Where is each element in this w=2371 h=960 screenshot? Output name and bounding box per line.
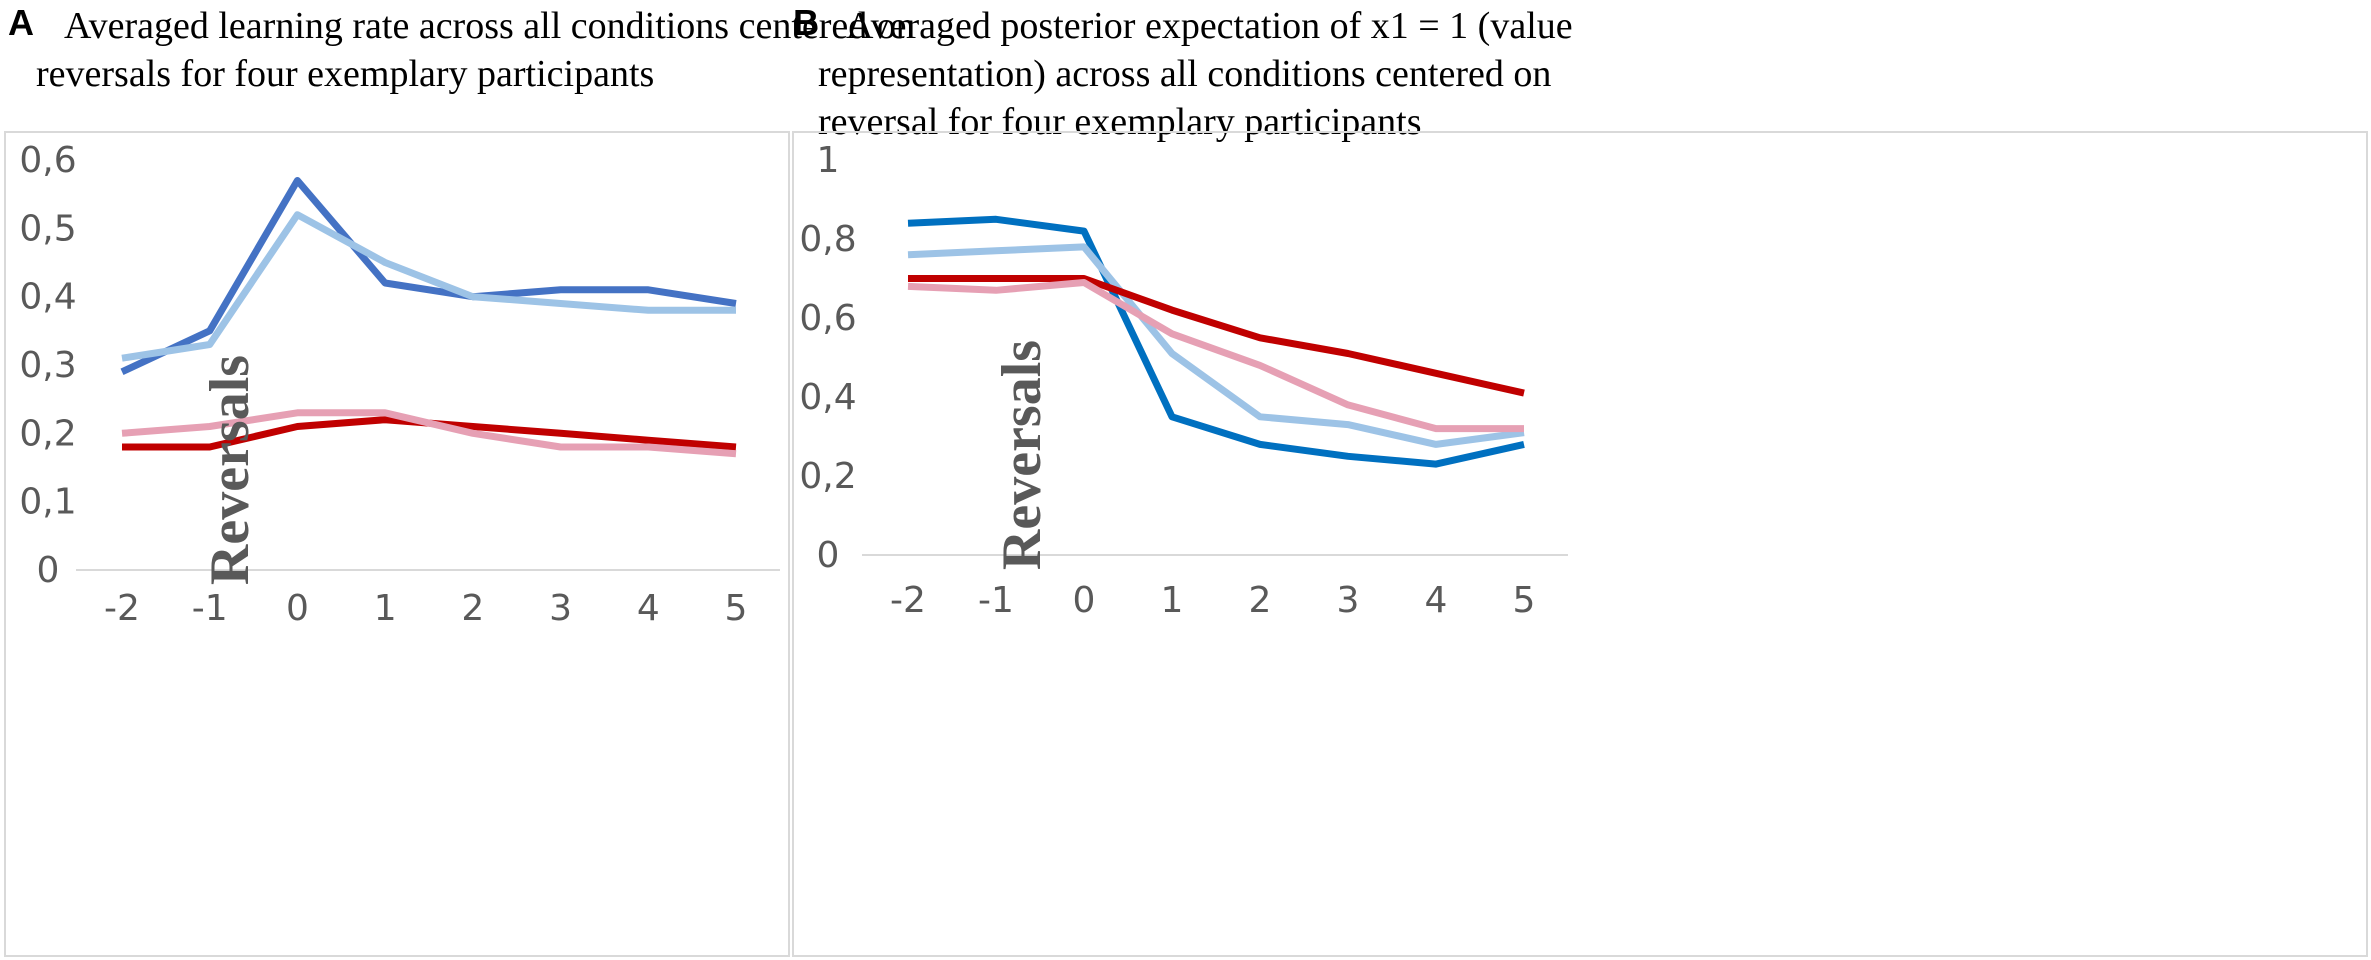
panel-b-title-line-1: Averaged posterior expectation of x1 = 1… [846,5,1573,47]
chart-b-x-tick-label: 0 [1073,580,1096,621]
chart-a-series-line-participant-4 [121,409,737,458]
chart-b-x-tick-label: -2 [890,580,926,621]
chart-b-x-tick-label: 2 [1249,580,1272,621]
panel-a-title: Averaged learning rate across all condit… [36,2,915,98]
panel-b-title: Averaged posterior expectation of x1 = 1… [818,2,1573,146]
chart-b-y-tick-label: 0 [817,535,840,576]
chart-a-series-line-participant-2 [121,211,736,362]
chart-a-x-tick-label: 1 [374,588,397,629]
chart-a-x-tick-label: 5 [725,588,748,629]
chart-a-y-tick-label: 0,5 [19,208,76,249]
chart-b-series-line-participant-1 [907,215,1525,468]
chart-b-x-tick-label: 4 [1425,580,1448,621]
chart-b-y-tick-label: 0,4 [799,377,856,418]
chart-a-y-tick-label: 0,3 [19,345,76,386]
chart-a-x-tick-label: -2 [104,588,140,629]
chart-a-x-tick-label: 3 [549,588,572,629]
chart-a-y-tick-label: 0,4 [19,277,76,318]
chart-b-frame [792,131,2368,957]
chart-a-reversals-annotation: Reversals [199,355,261,585]
chart-b-series-line-participant-4 [907,279,1524,433]
chart-a-x-tick-label: -1 [192,588,228,629]
chart-b-y-tick-label: 0,6 [799,298,856,339]
panel-a-title-line-2: reversals for four exemplary participant… [36,53,655,95]
chart-a-series-line-participant-1 [120,177,737,375]
chart-a-y-tick-label: 0,6 [19,140,76,181]
chart-a-frame [4,131,790,957]
chart-b-x-tick-label: -1 [978,580,1014,621]
chart-a-x-tick-label: 0 [286,588,309,629]
chart-b-series-line-participant-2 [907,243,1525,448]
chart-a-y-tick-label: 0 [37,550,60,591]
chart-a-y-tick-label: 0,1 [19,482,76,523]
chart-b-y-tick-label: 0,2 [799,456,856,497]
chart-b-x-tick-label: 3 [1337,580,1360,621]
chart-b-series-line-participant-3 [908,275,1525,397]
chart-a-x-tick-label: 2 [461,588,484,629]
chart-b-y-tick-label: 0,8 [799,219,856,260]
chart-b-x-tick-label: 5 [1513,580,1536,621]
chart-b-x-tick-label: 1 [1161,580,1184,621]
chart-a-x-tick-label: 4 [637,588,660,629]
panel-a-title-line-1: Averaged learning rate across all condit… [64,5,915,47]
chart-a-y-tick-label: 0,2 [19,413,76,454]
panel-a-letter: A [8,2,34,43]
panel-b-letter: B [793,2,819,43]
panel-b-title-line-3: reversal for four exemplary participants [818,101,1422,143]
panel-b-title-line-2: representation) across all conditions ce… [818,53,1552,95]
chart-b-reversals-annotation: Reversals [991,340,1053,570]
chart-b-y-tick-label: 1 [817,140,840,181]
